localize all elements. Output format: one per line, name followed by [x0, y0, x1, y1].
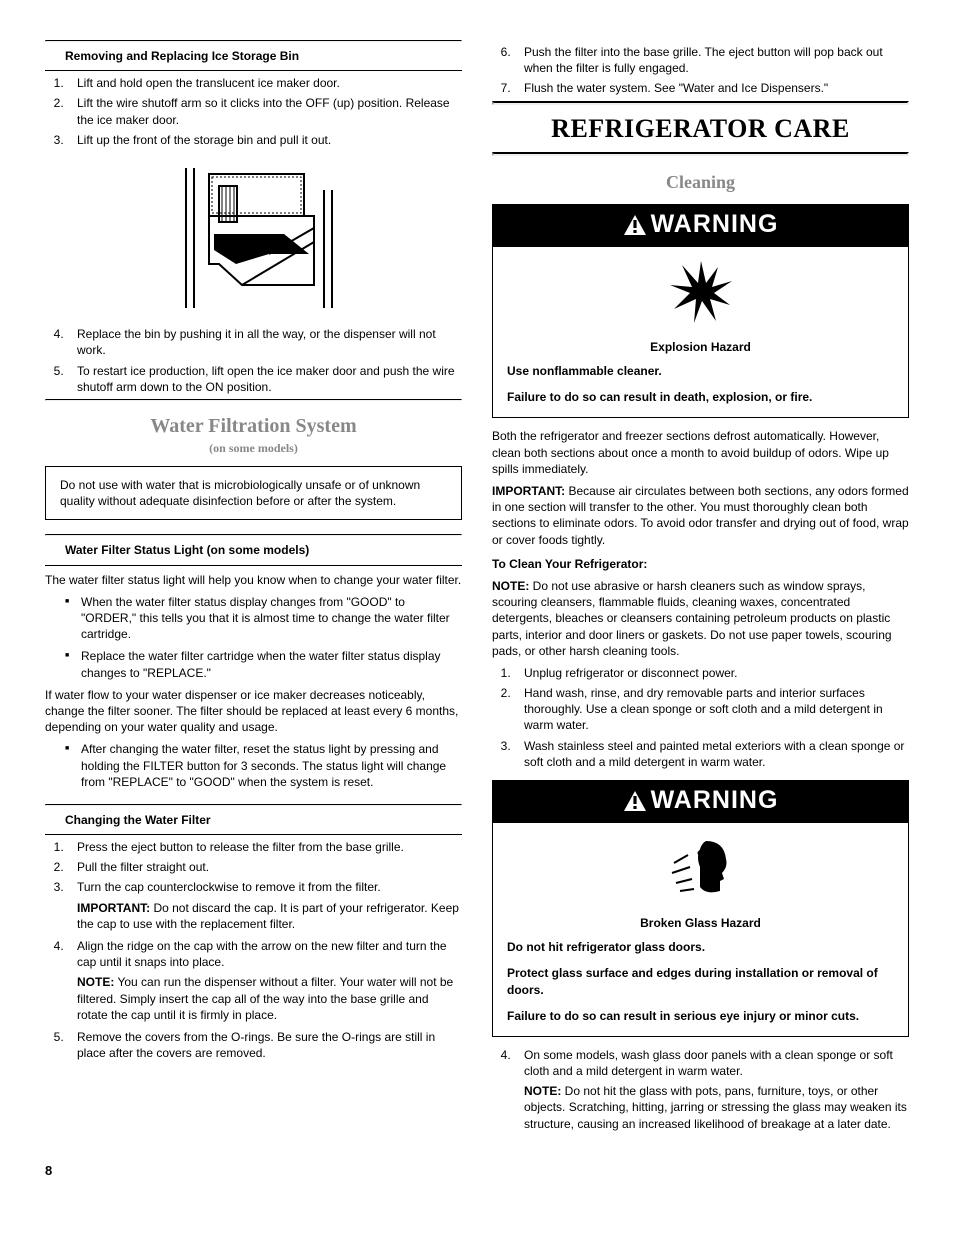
divider — [45, 70, 462, 71]
divider — [45, 565, 462, 566]
section-heading-cleaning: Cleaning — [492, 170, 909, 194]
list-item: Lift up the front of the storage bin and… — [67, 132, 462, 148]
warning-title: Broken Glass Hazard — [493, 913, 908, 937]
divider — [45, 834, 462, 835]
divider — [45, 399, 462, 401]
warning-triangle-icon — [623, 214, 647, 236]
label-note: NOTE: — [524, 1084, 561, 1098]
bullet-list: After changing the water filter, reset t… — [45, 741, 462, 790]
list-item: Lift and hold open the translucent ice m… — [67, 75, 462, 91]
section-subheading: (on some models) — [45, 440, 462, 456]
divider — [492, 152, 909, 156]
warning-text: Failure to do so can result in serious e… — [493, 1006, 908, 1026]
divider — [45, 534, 462, 536]
right-column: Push the filter into the base grille. Th… — [492, 40, 909, 1138]
body-text: If water flow to your water dispenser or… — [45, 687, 462, 736]
warning-title: Explosion Hazard — [493, 337, 908, 361]
list-item: When the water filter status display cha… — [65, 594, 462, 643]
note: NOTE: You can run the dispenser without … — [77, 974, 462, 1023]
page-number: 8 — [45, 1162, 909, 1180]
list-item: Unplug refrigerator or disconnect power. — [514, 665, 909, 681]
warning-box-explosion: WARNING Explosion Hazard Use nonflammabl… — [492, 204, 909, 419]
warning-bar: WARNING — [493, 781, 908, 823]
warning-text: Failure to do so can result in death, ex… — [493, 387, 908, 407]
safety-notice: Do not use with water that is microbiolo… — [45, 466, 462, 520]
body-text: IMPORTANT: Because air circulates betwee… — [492, 483, 909, 548]
warning-label: WARNING — [651, 784, 779, 818]
steps-remove-bin-cont: Replace the bin by pushing it in all the… — [45, 326, 462, 395]
broken-glass-icon — [493, 823, 908, 913]
explosion-icon — [493, 247, 908, 337]
warning-triangle-icon — [623, 790, 647, 812]
list-item: Push the filter into the base grille. Th… — [514, 44, 909, 76]
steps-change-filter: Press the eject button to release the fi… — [45, 839, 462, 1061]
body-text: The water filter status light will help … — [45, 572, 462, 588]
body-text: NOTE: Do not use abrasive or harsh clean… — [492, 578, 909, 659]
label-note: NOTE: — [77, 975, 114, 989]
list-item: After changing the water filter, reset t… — [65, 741, 462, 790]
section-heading-water-filtration: Water Filtration System — [45, 413, 462, 440]
list-item: Lift the wire shutoff arm so it clicks i… — [67, 95, 462, 127]
text: Turn the cap counterclockwise to remove … — [77, 880, 381, 894]
list-item: Hand wash, rinse, and dry removable part… — [514, 685, 909, 734]
list-item: Pull the filter straight out. — [67, 859, 462, 875]
text: On some models, wash glass door panels w… — [524, 1048, 893, 1078]
text: You can run the dispenser without a filt… — [77, 975, 453, 1021]
steps-clean: Unplug refrigerator or disconnect power.… — [492, 665, 909, 770]
left-column: Removing and Replacing Ice Storage Bin L… — [45, 40, 462, 1138]
label-important: IMPORTANT: — [492, 484, 565, 498]
list-item: To restart ice production, lift open the… — [67, 363, 462, 395]
warning-box-glass: WARNING Broken Glass Hazard Do not hit r… — [492, 780, 909, 1037]
steps-remove-bin: Lift and hold open the translucent ice m… — [45, 75, 462, 148]
list-item: Align the ridge on the cap with the arro… — [67, 938, 462, 1023]
warning-label: WARNING — [651, 208, 779, 242]
important-note: IMPORTANT: Do not discard the cap. It is… — [77, 900, 462, 932]
subheading-to-clean: To Clean Your Refrigerator: — [492, 556, 909, 572]
text: Do not use abrasive or harsh cleaners su… — [492, 579, 892, 658]
steps-change-filter-cont: Push the filter into the base grille. Th… — [492, 44, 909, 97]
list-item: Flush the water system. See "Water and I… — [514, 80, 909, 96]
subheading-removing-bin: Removing and Replacing Ice Storage Bin — [65, 48, 462, 64]
list-item: On some models, wash glass door panels w… — [514, 1047, 909, 1132]
list-item: Replace the bin by pushing it in all the… — [67, 326, 462, 358]
divider — [492, 101, 909, 105]
label-note: NOTE: — [492, 579, 529, 593]
text: Do not hit the glass with pots, pans, fu… — [524, 1084, 907, 1130]
warning-bar: WARNING — [493, 205, 908, 247]
ice-bin-figure — [45, 160, 462, 314]
text: Align the ridge on the cap with the arro… — [77, 939, 447, 969]
bullet-list: When the water filter status display cha… — [45, 594, 462, 681]
list-item: Remove the covers from the O-rings. Be s… — [67, 1029, 462, 1061]
body-text: Both the refrigerator and freezer sectio… — [492, 428, 909, 477]
divider — [45, 804, 462, 806]
list-item: Turn the cap counterclockwise to remove … — [67, 879, 462, 932]
subheading-status-light: Water Filter Status Light (on some model… — [65, 542, 462, 558]
warning-text: Use nonflammable cleaner. — [493, 361, 908, 381]
steps-clean-cont: On some models, wash glass door panels w… — [492, 1047, 909, 1132]
note: NOTE: Do not hit the glass with pots, pa… — [524, 1083, 909, 1132]
warning-text: Protect glass surface and edges during i… — [493, 963, 908, 999]
list-item: Replace the water filter cartridge when … — [65, 648, 462, 680]
label-important: IMPORTANT: — [77, 901, 150, 915]
divider — [45, 40, 462, 42]
list-item: Wash stainless steel and painted metal e… — [514, 738, 909, 770]
subheading-changing-filter: Changing the Water Filter — [65, 812, 462, 828]
main-heading-refrigerator-care: REFRIGERATOR CARE — [492, 111, 909, 146]
warning-text: Do not hit refrigerator glass doors. — [493, 937, 908, 957]
list-item: Press the eject button to release the fi… — [67, 839, 462, 855]
